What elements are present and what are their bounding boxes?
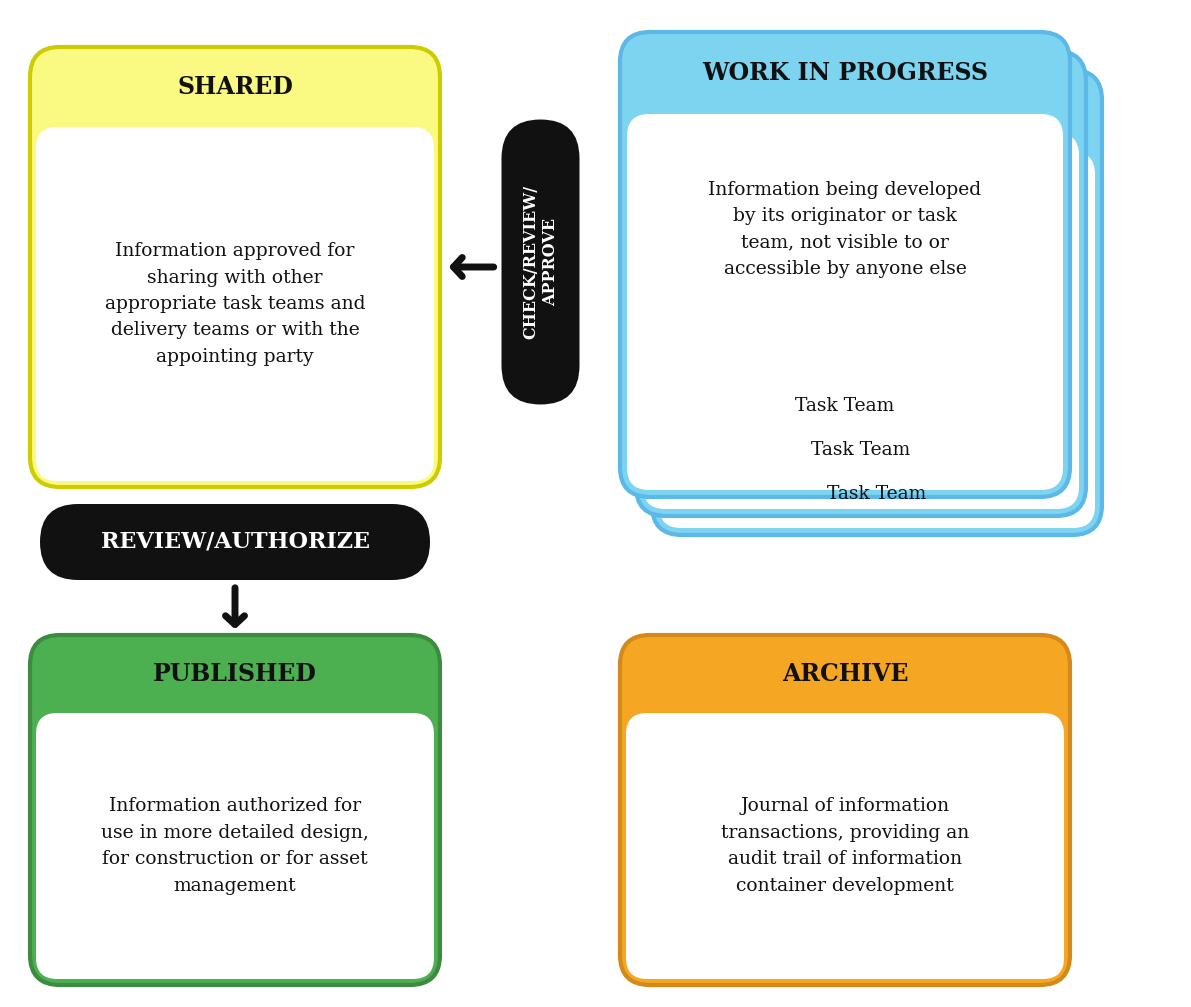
FancyBboxPatch shape <box>30 635 439 985</box>
Text: Task Team: Task Team <box>828 484 927 502</box>
FancyBboxPatch shape <box>621 635 1070 985</box>
FancyBboxPatch shape <box>626 713 1064 979</box>
Text: Journal of information
transactions, providing an
audit trail of information
con: Journal of information transactions, pro… <box>721 798 969 894</box>
FancyBboxPatch shape <box>501 120 580 405</box>
Text: SHARED: SHARED <box>177 75 293 99</box>
Text: Task Team: Task Team <box>811 441 911 459</box>
FancyBboxPatch shape <box>30 47 439 487</box>
Text: Task Team: Task Team <box>796 397 894 415</box>
FancyBboxPatch shape <box>36 127 434 481</box>
Text: PUBLISHED: PUBLISHED <box>154 662 317 686</box>
FancyBboxPatch shape <box>36 713 434 979</box>
FancyBboxPatch shape <box>621 32 1070 497</box>
Text: CHECK/REVIEW/
APPROVE: CHECK/REVIEW/ APPROVE <box>522 185 559 339</box>
Text: Information being developed
by its originator or task
team, not visible to or
ac: Information being developed by its origi… <box>709 181 981 278</box>
FancyBboxPatch shape <box>40 504 430 580</box>
Text: ARCHIVE: ARCHIVE <box>781 662 909 686</box>
FancyBboxPatch shape <box>651 70 1102 535</box>
Text: Information authorized for
use in more detailed design,
for construction or for : Information authorized for use in more d… <box>101 798 369 894</box>
FancyBboxPatch shape <box>659 152 1095 528</box>
Text: REVIEW/AUTHORIZE: REVIEW/AUTHORIZE <box>100 531 369 553</box>
FancyBboxPatch shape <box>643 133 1079 509</box>
Text: WORK IN PROGRESS: WORK IN PROGRESS <box>701 61 989 85</box>
FancyBboxPatch shape <box>626 114 1064 490</box>
FancyBboxPatch shape <box>636 51 1086 516</box>
Text: Information approved for
sharing with other
appropriate task teams and
delivery : Information approved for sharing with ot… <box>105 243 366 366</box>
